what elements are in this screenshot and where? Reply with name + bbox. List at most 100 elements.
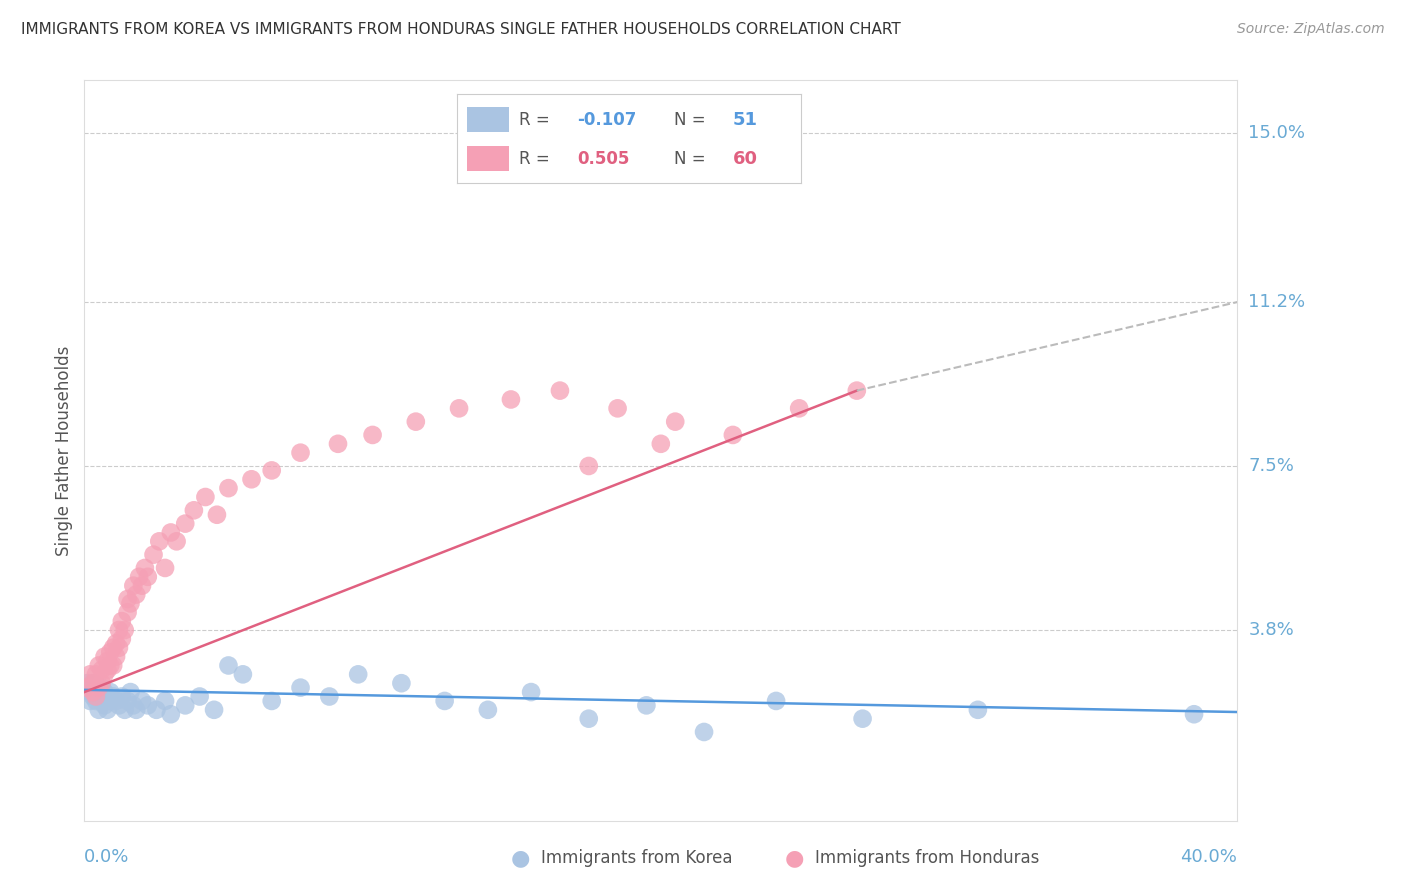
Text: 40.0%: 40.0% [1181, 848, 1237, 866]
Point [650, 437, 672, 451]
Point [125, 588, 148, 602]
Point [79, 694, 101, 708]
Point [84, 681, 107, 695]
Text: R =: R = [519, 111, 550, 128]
Point [136, 698, 159, 713]
Point [93, 698, 115, 713]
Text: 11.2%: 11.2% [1249, 293, 1306, 311]
Point [520, 685, 543, 699]
Point [98, 685, 121, 699]
Point [405, 415, 427, 429]
Point [326, 437, 349, 451]
Point [111, 690, 134, 704]
Point [93, 685, 115, 699]
Point [117, 591, 139, 606]
Point [318, 690, 340, 704]
Point [120, 685, 142, 699]
Point [240, 472, 263, 486]
Point [765, 694, 787, 708]
Text: Source: ZipAtlas.com: Source: ZipAtlas.com [1237, 22, 1385, 37]
Point [967, 703, 990, 717]
Text: 60: 60 [733, 150, 758, 168]
Point [87, 681, 110, 695]
Point [693, 725, 716, 739]
Point [108, 623, 131, 637]
Point [103, 690, 124, 704]
Point [721, 428, 744, 442]
Text: 3.8%: 3.8% [1249, 621, 1294, 639]
Point [98, 645, 121, 659]
Point [108, 698, 131, 713]
Y-axis label: Single Father Households: Single Father Households [55, 345, 73, 556]
Point [105, 636, 128, 650]
Bar [467, 146, 509, 171]
Point [148, 534, 170, 549]
Point [96, 663, 118, 677]
Point [183, 503, 205, 517]
Text: 7.5%: 7.5% [1249, 457, 1295, 475]
Point [108, 640, 131, 655]
Point [105, 649, 128, 664]
Point [166, 534, 188, 549]
Point [120, 596, 142, 610]
Point [578, 712, 600, 726]
Point [636, 698, 658, 713]
Text: R =: R = [519, 150, 550, 168]
Text: 15.0%: 15.0% [1249, 125, 1305, 143]
Point [134, 561, 156, 575]
Point [122, 579, 145, 593]
Point [82, 690, 104, 704]
Point [128, 570, 150, 584]
Point [194, 490, 217, 504]
Point [90, 676, 112, 690]
Point [290, 445, 312, 459]
Text: 0.505: 0.505 [578, 150, 630, 168]
Point [87, 658, 110, 673]
Point [122, 698, 145, 713]
Point [174, 698, 197, 713]
Point [90, 663, 112, 677]
Point [79, 685, 101, 699]
Point [499, 392, 522, 407]
Point [142, 548, 165, 562]
Point [105, 694, 128, 708]
Point [578, 458, 600, 473]
Point [153, 694, 176, 708]
Point [103, 658, 124, 673]
Text: N =: N = [673, 111, 706, 128]
Text: -0.107: -0.107 [578, 111, 637, 128]
Point [852, 712, 875, 726]
Point [96, 654, 118, 668]
Point [103, 640, 124, 655]
Point [260, 463, 283, 477]
Point [787, 401, 810, 416]
Point [90, 694, 112, 708]
Text: 0.0%: 0.0% [84, 848, 129, 866]
Point [347, 667, 370, 681]
Point [174, 516, 197, 531]
Text: Immigrants from Honduras: Immigrants from Honduras [815, 849, 1040, 867]
Point [218, 481, 240, 495]
Text: IMMIGRANTS FROM KOREA VS IMMIGRANTS FROM HONDURAS SINGLE FATHER HOUSEHOLDS CORRE: IMMIGRANTS FROM KOREA VS IMMIGRANTS FROM… [21, 22, 901, 37]
Point [84, 694, 107, 708]
Point [76, 681, 98, 695]
Point [114, 703, 136, 717]
Point [361, 428, 384, 442]
Point [477, 703, 499, 717]
Point [93, 667, 115, 681]
Bar [467, 107, 509, 132]
Point [79, 667, 101, 681]
Point [125, 703, 148, 717]
Point [131, 579, 153, 593]
Point [218, 658, 240, 673]
Text: ●: ● [785, 848, 804, 868]
Point [1182, 707, 1205, 722]
Point [84, 667, 107, 681]
Point [82, 676, 104, 690]
Point [111, 614, 134, 628]
Point [202, 703, 225, 717]
Point [153, 561, 176, 575]
Point [82, 685, 104, 699]
Point [160, 707, 183, 722]
Point [84, 690, 107, 704]
